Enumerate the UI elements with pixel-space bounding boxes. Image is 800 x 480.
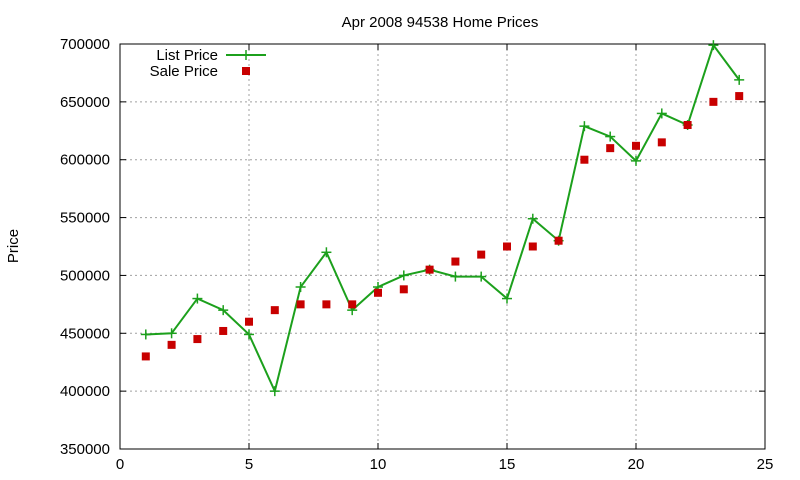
- x-tick-label: 25: [757, 456, 774, 473]
- y-tick-label: 400000: [60, 383, 110, 400]
- sale-price-point: [735, 92, 744, 101]
- sale-price-point: [606, 144, 615, 153]
- sale-price-point: [632, 141, 640, 150]
- sale-price-point: [451, 257, 460, 266]
- sale-price-point: [477, 250, 486, 259]
- x-tick-label: 20: [628, 456, 645, 473]
- sale-price-point: [270, 306, 279, 315]
- sale-price-point: [399, 285, 408, 294]
- legend-marker-list-price: [241, 50, 251, 60]
- sale-price-point: [683, 121, 692, 129]
- legend-marker-sale-price: [242, 67, 250, 75]
- sale-price-point: [296, 300, 305, 309]
- list-price-point: [734, 74, 745, 85]
- list-price-point: [656, 108, 667, 119]
- x-tick-label: 0: [116, 456, 124, 473]
- list-price-point: [708, 40, 719, 51]
- y-tick-label: 650000: [60, 94, 110, 111]
- y-tick-label: 450000: [60, 325, 110, 342]
- grid: [120, 44, 765, 449]
- series-group: [140, 40, 745, 397]
- list-price-point: [579, 121, 590, 132]
- sale-price-point: [219, 326, 228, 335]
- sale-price-point: [348, 300, 357, 309]
- list-price-point: [398, 270, 409, 281]
- y-tick-label: 700000: [60, 36, 110, 53]
- list-price-point: [450, 271, 461, 282]
- x-tick-label: 15: [499, 456, 516, 473]
- y-axis-label: Price: [5, 229, 22, 263]
- list-price-point: [502, 293, 512, 304]
- sale-price-point: [167, 340, 176, 349]
- x-tick-label: 10: [370, 456, 387, 473]
- legend-label-sale-price: Sale Price: [150, 63, 218, 80]
- sale-price-point: [322, 300, 331, 309]
- chart-title: Apr 2008 94538 Home Prices: [342, 14, 539, 31]
- y-tick-label: 600000: [60, 152, 110, 169]
- list-price-line: [145, 43, 741, 395]
- list-price-point: [295, 282, 306, 292]
- list-price-point: [218, 305, 229, 316]
- legend-label-list-price: List Price: [156, 47, 218, 64]
- plot-frame: [119, 43, 766, 450]
- sale-price-point: [580, 155, 589, 164]
- list-price-point: [244, 329, 254, 340]
- list-price-point: [166, 328, 177, 339]
- list-price-point: [476, 271, 487, 282]
- list-price-point: [527, 213, 538, 224]
- sale-price-point: [374, 288, 382, 297]
- list-price-point: [631, 155, 641, 166]
- sale-price-point: [193, 335, 202, 344]
- list-price-point: [140, 329, 151, 340]
- sale-price-point: [554, 236, 563, 245]
- sale-price-point: [141, 352, 150, 361]
- list-price-point: [269, 386, 280, 397]
- x-tick-label: 5: [245, 456, 253, 473]
- sale-price-point: [528, 242, 537, 251]
- sale-price-point: [657, 138, 666, 147]
- list-price-point: [321, 247, 332, 258]
- x-axis: 0 5 10 15 20 25: [116, 44, 774, 473]
- y-tick-label: 500000: [60, 267, 110, 284]
- sale-price-point: [425, 265, 434, 274]
- sale-price-point: [709, 97, 718, 106]
- y-tick-label: 550000: [60, 210, 110, 227]
- sale-price-point: [245, 317, 253, 326]
- list-price-point: [605, 131, 616, 142]
- y-tick-label: 350000: [60, 441, 110, 458]
- sale-price-point: [503, 242, 511, 251]
- y-axis: 350000 400000 450000 500000 550000 600000 6500…: [60, 36, 765, 458]
- list-price-point: [192, 293, 203, 304]
